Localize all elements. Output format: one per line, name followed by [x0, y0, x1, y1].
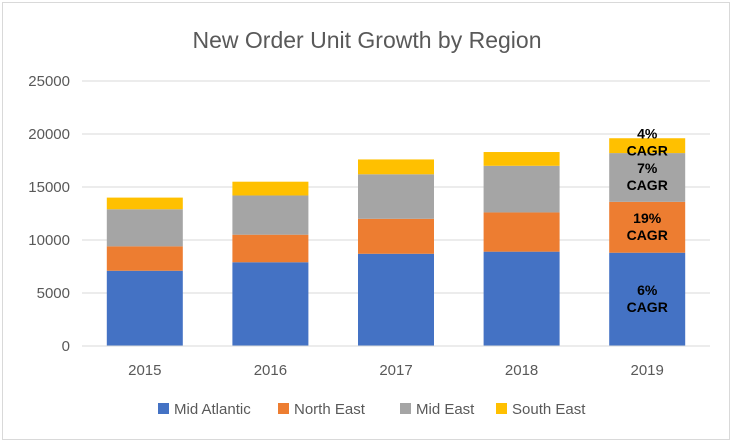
legend-label: Mid East — [416, 401, 475, 418]
x-tick-label: 2019 — [631, 362, 664, 379]
legend-label: North East — [294, 401, 366, 418]
y-tick-label: 20000 — [28, 126, 70, 143]
bar-north-east-2015 — [106, 246, 183, 271]
y-axis: 0 5000 10000 15000 20000 25000 — [28, 73, 70, 355]
bar-mid-atlantic-2018 — [483, 251, 560, 346]
bar-mid-atlantic-2019 — [609, 252, 686, 346]
x-axis: 2015 2016 2017 2018 2019 — [82, 345, 710, 379]
bar-south-east-2016 — [232, 181, 309, 196]
legend-swatch-south-east — [496, 403, 507, 414]
bar-north-east-2016 — [232, 234, 309, 263]
bar-south-east-2018 — [483, 152, 560, 166]
bar-north-east-2019 — [609, 201, 686, 253]
bar-south-east-2019 — [609, 138, 686, 154]
cagr-label: CAGR — [627, 299, 668, 315]
legend-swatch-north-east — [278, 403, 289, 414]
x-tick-label: 2017 — [379, 362, 412, 379]
bar-mid-east-2015 — [106, 209, 183, 247]
y-tick-label: 15000 — [28, 179, 70, 196]
bar-mid-atlantic-2017 — [358, 253, 434, 346]
bar-mid-east-2017 — [358, 174, 434, 219]
y-tick-label: 5000 — [37, 285, 70, 302]
bar-north-east-2017 — [358, 218, 434, 254]
legend: Mid Atlantic North East Mid East South East — [158, 401, 586, 418]
x-tick-label: 2015 — [128, 362, 161, 379]
bars — [106, 138, 686, 346]
cagr-label: 6% — [637, 282, 658, 298]
y-tick-label: 25000 — [28, 73, 70, 90]
legend-label: Mid Atlantic — [174, 401, 251, 418]
bar-south-east-2017 — [358, 159, 434, 175]
cagr-label: 4% — [637, 126, 658, 142]
bar-mid-east-2016 — [232, 195, 309, 235]
x-tick-label: 2018 — [505, 362, 538, 379]
chart-title: New Order Unit Growth by Region — [193, 27, 542, 53]
cagr-label: 19% — [633, 210, 662, 226]
bar-mid-atlantic-2016 — [232, 262, 309, 346]
y-tick-label: 0 — [62, 338, 70, 355]
cagr-label: CAGR — [627, 143, 668, 159]
bar-mid-east-2018 — [483, 165, 560, 213]
legend-label: South East — [512, 401, 586, 418]
cagr-label: 7% — [637, 160, 658, 176]
cagr-label: CAGR — [627, 227, 668, 243]
bar-south-east-2015 — [106, 197, 183, 210]
legend-swatch-mid-east — [400, 403, 411, 414]
y-tick-label: 10000 — [28, 232, 70, 249]
x-tick-label: 2016 — [254, 362, 287, 379]
cagr-label: CAGR — [627, 177, 668, 193]
legend-swatch-mid-atlantic — [158, 403, 169, 414]
bar-mid-atlantic-2015 — [106, 270, 183, 346]
bar-north-east-2018 — [483, 212, 560, 252]
bar-mid-east-2019 — [609, 153, 686, 202]
